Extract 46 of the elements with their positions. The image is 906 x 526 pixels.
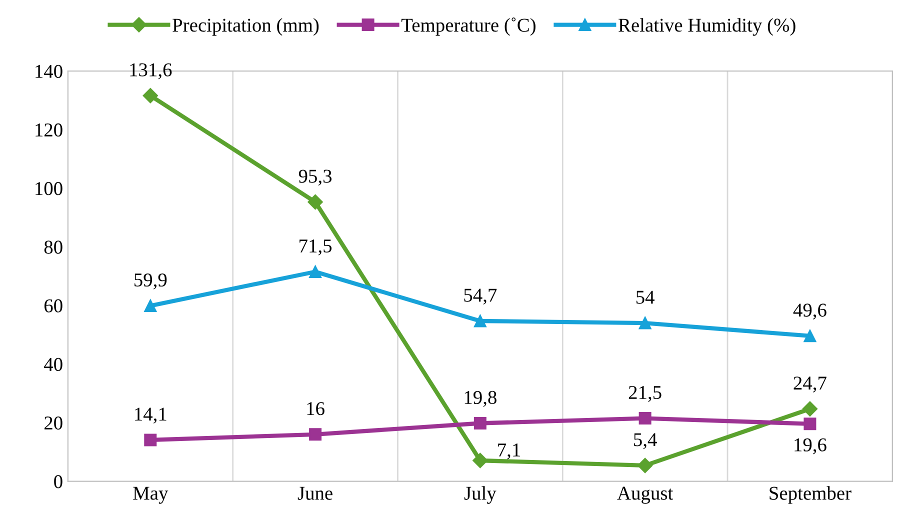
point [309,428,322,441]
data-label: 16 [307,402,324,416]
point [802,401,818,416]
data-label: 24,7 [794,376,826,392]
data-label: 5,4 [634,433,657,450]
y-tick-label: 120 [36,123,62,137]
point [474,314,486,328]
y-tick-label: 140 [36,64,62,78]
y-tick-label: 60 [44,299,62,312]
point [804,330,816,342]
point [309,266,322,278]
point [144,434,157,446]
legend-label: Precipitation (mm) [172,18,319,36]
point [474,417,486,430]
data-label: 49,6 [793,304,826,320]
data-label: 21,5 [628,386,662,402]
data-label: 71,5 [300,240,332,256]
point [804,418,816,430]
data-label: 54 [636,290,654,304]
data-label: 19,8 [464,390,496,407]
y-tick-label: 80 [44,240,62,254]
point [638,316,652,330]
data-label: 19,6 [794,438,826,454]
data-label: 131,6 [130,63,172,80]
x-tick-label: August [617,486,674,504]
x-tick-label: September [770,486,852,504]
legend-label: Relative Humidity (%) [618,18,796,36]
data-label: 54,7 [464,288,497,305]
point [144,300,157,312]
x-tick-label: May [133,486,168,504]
point [638,412,652,425]
y-tick-label: 0 [54,475,62,488]
y-tick-label: 40 [44,358,62,372]
data-label: 59,9 [134,273,167,290]
point [308,194,323,210]
data-label: 14,1 [135,408,166,424]
y-tick-label: 20 [44,416,62,430]
x-tick-label: July [464,486,496,504]
y-tick-label: 100 [36,182,62,196]
point [472,452,488,468]
legend-label: Temperature (˚C) [401,18,536,36]
data-label: 95,3 [298,170,332,186]
data-label: 7,1 [498,444,520,460]
point [638,458,653,474]
x-tick-label: June [298,486,332,500]
point [142,88,158,104]
